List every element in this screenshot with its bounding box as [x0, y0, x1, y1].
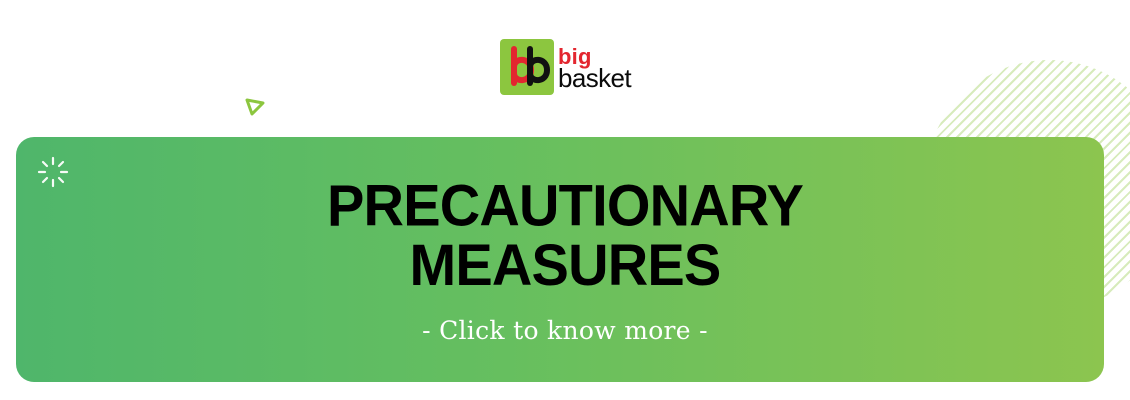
- click-to-know-more-link[interactable]: - Click to know more -: [422, 316, 708, 345]
- banner-title-line-2: MEASURES: [409, 231, 722, 298]
- banner-title: PRECAUTIONARY MEASURES: [0, 175, 1130, 295]
- logo-wordmark: big basket: [558, 44, 632, 94]
- logo-mark-icon: [500, 39, 554, 95]
- logo-word-big: big: [558, 44, 592, 70]
- triangle-outline-icon: [245, 98, 265, 116]
- precautionary-measures-banner[interactable]: [16, 137, 1104, 382]
- sparkle-icon: [37, 156, 69, 188]
- bigbasket-logo[interactable]: big basket: [500, 38, 640, 96]
- banner-title-line-1: PRECAUTIONARY: [327, 171, 804, 238]
- logo-word-basket: basket: [558, 63, 632, 94]
